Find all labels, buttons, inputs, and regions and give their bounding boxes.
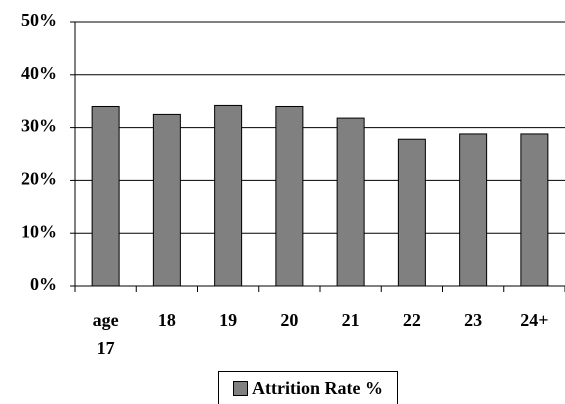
x-tick-label: 20 — [280, 310, 299, 330]
y-tick-label: 10% — [21, 221, 57, 241]
y-tick-label: 30% — [21, 116, 57, 136]
x-tick-label: 24+ — [520, 310, 549, 330]
legend: Attrition Rate % — [218, 371, 398, 404]
x-tick-label: 21 — [341, 310, 360, 330]
legend-swatch — [233, 380, 249, 396]
x-tick-label: age 17 — [92, 310, 119, 358]
y-tick-label: 40% — [21, 63, 57, 83]
y-tick-label: 20% — [21, 169, 57, 189]
x-tick-label: 18 — [157, 310, 176, 330]
legend-label: Attrition Rate % — [252, 377, 383, 398]
bar — [152, 113, 181, 287]
y-tick-label: 0% — [30, 274, 57, 294]
bar — [459, 133, 488, 287]
bar — [91, 105, 120, 287]
x-tick-label: 22 — [402, 310, 421, 330]
bar — [336, 117, 365, 287]
y-tick-label: 50% — [21, 10, 57, 30]
x-tick-label: 19 — [219, 310, 238, 330]
bar — [397, 138, 426, 287]
bar — [520, 133, 549, 287]
bar — [275, 105, 304, 287]
x-tick-label: 23 — [464, 310, 483, 330]
bar — [214, 104, 243, 287]
